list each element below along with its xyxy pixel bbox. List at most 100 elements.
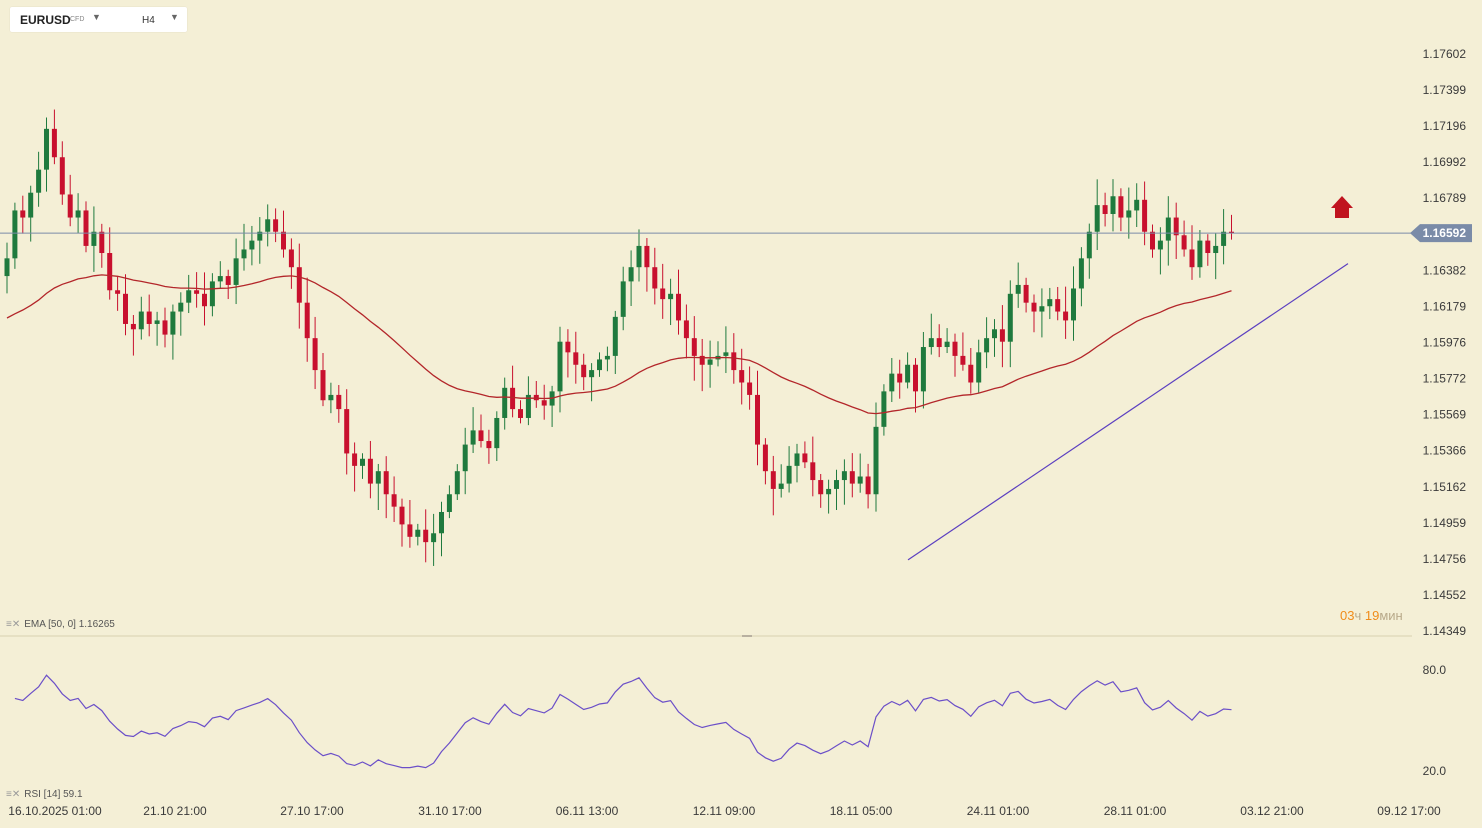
candle[interactable] xyxy=(589,363,595,402)
candle[interactable] xyxy=(1229,214,1234,240)
candle[interactable] xyxy=(533,381,539,408)
candle[interactable] xyxy=(470,407,476,453)
candle[interactable] xyxy=(1213,233,1219,280)
timeframe-dropdown-icon[interactable]: ▼ xyxy=(170,12,179,22)
candle[interactable] xyxy=(976,339,982,393)
candle[interactable] xyxy=(44,117,49,192)
candle[interactable] xyxy=(683,304,689,359)
rsi-indicator-label[interactable]: ≡✕ RSI [14] 59.1 xyxy=(6,789,83,800)
candle[interactable] xyxy=(1150,224,1155,258)
candle[interactable] xyxy=(462,427,468,495)
candle[interactable] xyxy=(928,313,934,355)
candle[interactable] xyxy=(383,456,389,519)
candle[interactable] xyxy=(810,436,816,497)
price-axis[interactable]: 1.17602 1.17399 1.17196 1.16992 1.16789 1.163… xyxy=(1423,47,1467,638)
candle[interactable] xyxy=(541,384,547,420)
candle[interactable] xyxy=(1181,220,1187,257)
candle[interactable] xyxy=(707,340,713,388)
candle[interactable] xyxy=(691,316,697,381)
candle[interactable] xyxy=(826,479,832,514)
candle[interactable] xyxy=(1102,192,1108,227)
candle[interactable] xyxy=(794,443,800,483)
candle[interactable] xyxy=(747,366,753,410)
candle[interactable] xyxy=(644,238,650,292)
candle[interactable] xyxy=(786,446,792,493)
candle[interactable] xyxy=(699,338,705,392)
candle[interactable] xyxy=(1039,288,1045,338)
candle[interactable] xyxy=(281,210,286,258)
ema-line[interactable] xyxy=(6,274,1232,415)
candle[interactable] xyxy=(36,151,42,207)
candle[interactable] xyxy=(604,346,610,372)
candle[interactable] xyxy=(486,429,492,464)
candle[interactable] xyxy=(834,469,839,510)
trendline[interactable] xyxy=(907,263,1349,561)
candle[interactable] xyxy=(518,400,523,424)
candle[interactable] xyxy=(715,341,721,367)
candle[interactable] xyxy=(849,453,855,498)
candle[interactable] xyxy=(1221,209,1227,265)
candle[interactable] xyxy=(770,455,776,516)
candle[interactable] xyxy=(818,473,824,508)
candle[interactable] xyxy=(881,384,887,436)
candle[interactable] xyxy=(802,441,808,469)
candle[interactable] xyxy=(1205,234,1211,266)
ema-indicator-label[interactable]: ≡✕ EMA [50, 0] 1.16265 xyxy=(6,619,115,630)
candle[interactable] xyxy=(241,223,247,271)
candle[interactable] xyxy=(913,358,918,413)
candle[interactable] xyxy=(668,278,674,326)
candle[interactable] xyxy=(225,269,231,300)
candle[interactable] xyxy=(328,382,334,414)
candle[interactable] xyxy=(992,319,997,357)
candle[interactable] xyxy=(739,348,745,405)
candle[interactable] xyxy=(510,365,516,418)
candle[interactable] xyxy=(91,206,97,272)
candle[interactable] xyxy=(407,499,413,548)
candle[interactable] xyxy=(723,326,729,374)
candle[interactable] xyxy=(178,292,184,336)
candle[interactable] xyxy=(138,296,144,340)
candle[interactable] xyxy=(968,348,974,394)
candle[interactable] xyxy=(20,195,26,234)
candle[interactable] xyxy=(1055,286,1061,321)
candle[interactable] xyxy=(984,317,990,369)
candle[interactable] xyxy=(249,225,255,266)
candle[interactable] xyxy=(652,247,658,305)
rsi-line[interactable] xyxy=(14,674,1232,769)
candle[interactable] xyxy=(612,310,618,374)
candle[interactable] xyxy=(1086,223,1092,279)
candle[interactable] xyxy=(186,274,192,314)
candle[interactable] xyxy=(304,277,310,362)
candle[interactable] xyxy=(1078,247,1084,307)
symbol-dropdown-icon[interactable]: ▼ xyxy=(92,12,101,22)
candle[interactable] xyxy=(115,276,121,311)
candle[interactable] xyxy=(4,242,10,294)
candle[interactable] xyxy=(130,315,136,356)
candle[interactable] xyxy=(1197,229,1203,278)
candle[interactable] xyxy=(296,243,302,329)
candle[interactable] xyxy=(1157,227,1163,275)
candle[interactable] xyxy=(557,326,563,413)
candle[interactable] xyxy=(454,464,460,501)
time-axis[interactable]: 16.10.2025 01:00 21.10 21:00 27.10 17:00 31… xyxy=(8,804,1441,818)
candle[interactable] xyxy=(99,223,105,268)
candle[interactable] xyxy=(873,402,879,512)
candle[interactable] xyxy=(399,498,405,547)
candle[interactable] xyxy=(431,513,437,566)
candle[interactable] xyxy=(1189,225,1195,280)
candle[interactable] xyxy=(1031,294,1037,333)
candle[interactable] xyxy=(202,272,207,326)
candle[interactable] xyxy=(75,193,81,234)
candle[interactable] xyxy=(146,294,152,337)
candle[interactable] xyxy=(288,238,294,289)
candle[interactable] xyxy=(636,229,642,282)
candle[interactable] xyxy=(1110,179,1116,232)
candle[interactable] xyxy=(478,414,484,448)
candle[interactable] xyxy=(1063,286,1069,339)
candle[interactable] xyxy=(51,109,57,165)
candle[interactable] xyxy=(762,438,768,485)
candle[interactable] xyxy=(1071,266,1076,341)
candle[interactable] xyxy=(1023,277,1029,313)
candle[interactable] xyxy=(352,442,358,492)
